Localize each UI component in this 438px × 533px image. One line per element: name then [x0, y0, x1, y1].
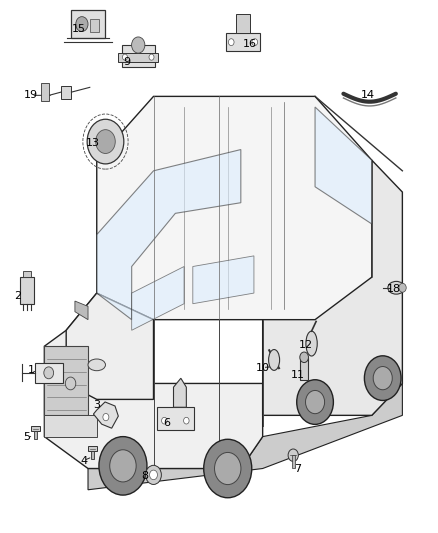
- Text: 5: 5: [23, 432, 30, 442]
- Bar: [35, 362, 63, 383]
- Ellipse shape: [268, 350, 279, 370]
- Text: 4: 4: [80, 456, 87, 465]
- Polygon shape: [97, 150, 241, 320]
- Bar: [226, 33, 260, 51]
- Text: 13: 13: [85, 138, 99, 148]
- Ellipse shape: [388, 281, 405, 294]
- Circle shape: [297, 379, 333, 424]
- Polygon shape: [88, 383, 403, 490]
- Text: 18: 18: [387, 285, 401, 294]
- Bar: [157, 407, 194, 430]
- Polygon shape: [75, 301, 88, 320]
- Text: 6: 6: [163, 418, 170, 429]
- Text: 2: 2: [14, 290, 22, 301]
- Circle shape: [123, 54, 127, 60]
- Circle shape: [149, 54, 154, 60]
- Text: 9: 9: [124, 57, 131, 67]
- Text: 14: 14: [360, 90, 374, 100]
- Bar: [90, 19, 99, 31]
- Text: 15: 15: [72, 24, 86, 34]
- Polygon shape: [193, 256, 254, 304]
- Bar: [20, 277, 34, 304]
- Circle shape: [76, 17, 88, 31]
- Polygon shape: [44, 293, 263, 469]
- Bar: [44, 415, 97, 437]
- Bar: [91, 451, 94, 459]
- Circle shape: [150, 470, 157, 480]
- Bar: [236, 14, 250, 33]
- Circle shape: [300, 352, 308, 362]
- Circle shape: [228, 39, 234, 46]
- Circle shape: [399, 284, 406, 292]
- Text: 12: 12: [299, 340, 313, 350]
- Bar: [23, 271, 31, 277]
- Circle shape: [288, 449, 298, 462]
- Text: 8: 8: [141, 472, 148, 481]
- Text: 3: 3: [93, 400, 100, 410]
- Polygon shape: [93, 402, 118, 428]
- Bar: [44, 346, 88, 415]
- Circle shape: [204, 439, 252, 498]
- Polygon shape: [66, 293, 153, 399]
- Polygon shape: [132, 266, 184, 330]
- Polygon shape: [173, 378, 186, 407]
- Circle shape: [103, 414, 109, 421]
- Ellipse shape: [306, 331, 317, 356]
- Bar: [118, 53, 158, 62]
- Circle shape: [306, 391, 325, 414]
- Text: 7: 7: [294, 464, 301, 473]
- Text: 11: 11: [290, 370, 304, 381]
- Ellipse shape: [88, 359, 106, 370]
- Text: 1: 1: [28, 365, 35, 375]
- Circle shape: [373, 367, 392, 390]
- Circle shape: [184, 417, 189, 424]
- Bar: [292, 455, 295, 467]
- Bar: [41, 83, 49, 101]
- Circle shape: [99, 437, 147, 495]
- Circle shape: [146, 465, 161, 484]
- Text: 19: 19: [24, 90, 38, 100]
- Circle shape: [87, 119, 124, 164]
- Circle shape: [215, 453, 241, 484]
- Circle shape: [65, 377, 76, 390]
- Bar: [300, 359, 308, 379]
- Circle shape: [110, 450, 136, 482]
- Text: 10: 10: [256, 362, 270, 373]
- Polygon shape: [97, 96, 372, 320]
- Bar: [122, 45, 155, 67]
- Circle shape: [252, 39, 258, 46]
- Circle shape: [162, 417, 167, 424]
- Bar: [88, 446, 96, 451]
- Text: 16: 16: [243, 39, 257, 49]
- Bar: [34, 431, 38, 439]
- Bar: [32, 426, 40, 431]
- Circle shape: [95, 130, 115, 154]
- Bar: [71, 10, 106, 38]
- Circle shape: [364, 356, 401, 400]
- Bar: [61, 86, 71, 99]
- Polygon shape: [315, 107, 372, 224]
- Circle shape: [44, 367, 53, 379]
- Polygon shape: [263, 160, 403, 415]
- Circle shape: [131, 37, 145, 53]
